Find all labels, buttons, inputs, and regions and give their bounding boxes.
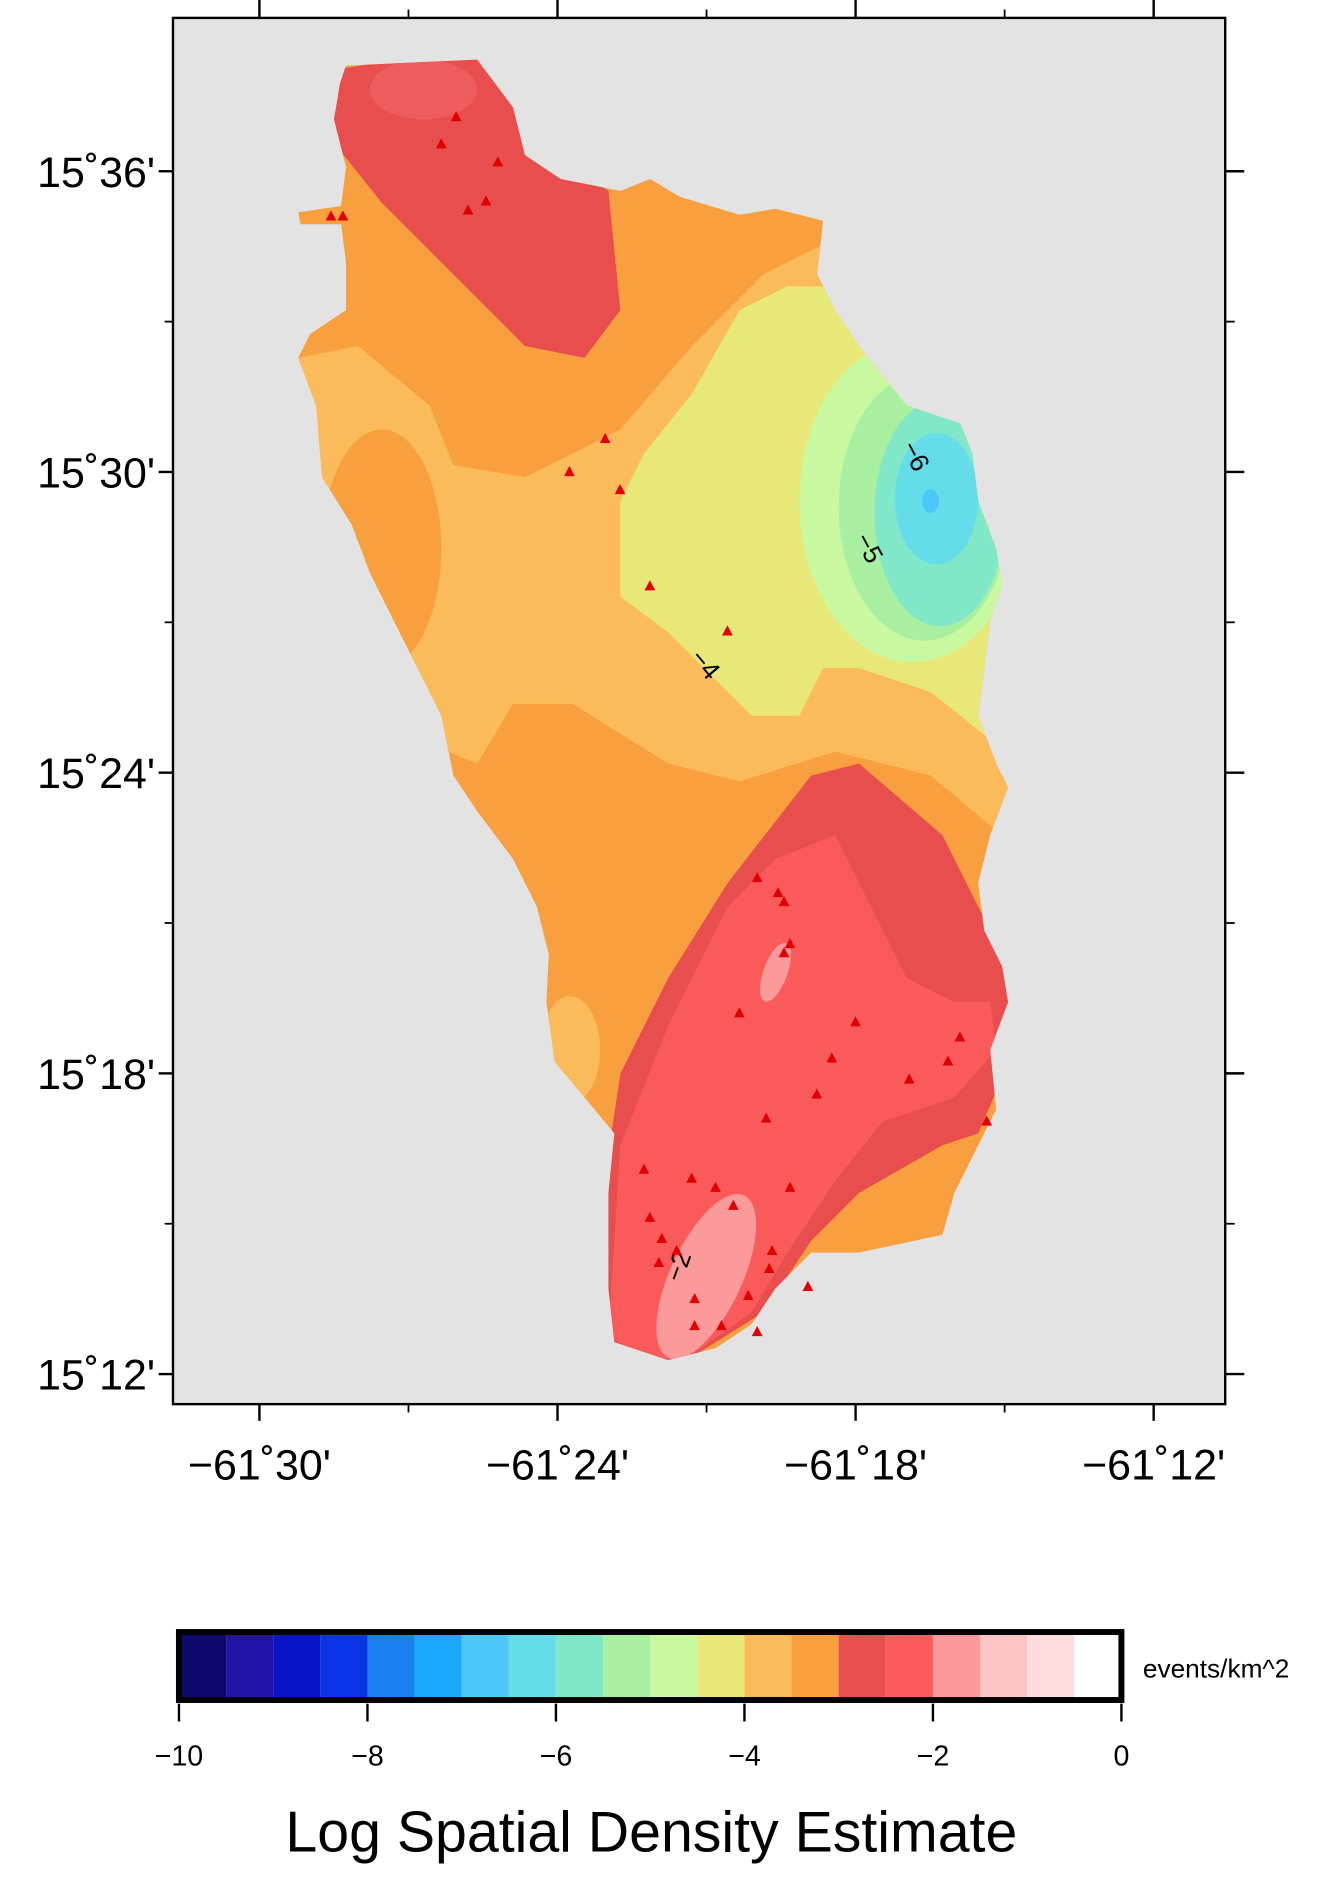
event-marker [778,896,790,907]
colorbar-bin [838,1632,886,1701]
event-marker [826,1052,838,1063]
colorbar-bin [508,1632,556,1701]
x-tick-label: −61˚18' [784,1441,927,1489]
colorbar-bin [1074,1632,1122,1701]
event-marker [733,1007,745,1018]
event-marker [763,1262,775,1274]
event-marker [751,1326,763,1337]
colorbar-bin [178,1632,227,1701]
event-marker [760,1112,772,1123]
event-marker [435,138,447,149]
y-tick-label: 15˚24' [37,750,155,798]
colorbar-bin [744,1632,792,1701]
colorbar-frame [175,1629,1125,1703]
colorbar-bin [1027,1632,1075,1701]
colorbar-bin [885,1632,933,1701]
event-marker [742,1289,754,1301]
colorbar-bin [414,1632,462,1701]
event-marker [850,1016,861,1027]
y-tick-label: 15˚12' [37,1352,155,1400]
density-band [656,1194,757,1359]
x-tick-label: −61˚30' [188,1441,331,1489]
event-marker [614,484,626,495]
colorbar-bin [555,1632,604,1701]
x-tick-label: −61˚12' [1082,1441,1225,1489]
event-marker [325,210,337,221]
map-frame [171,16,1227,1406]
colorbar-bin [697,1632,745,1701]
y-tick-label: 15˚18' [37,1051,155,1099]
colorbar-bin [650,1632,698,1701]
event-marker [784,938,796,949]
colorbar-bin [603,1632,651,1701]
event-marker [450,111,462,122]
colorbar-tick-label: −8 [351,1741,384,1773]
event-marker [722,625,733,636]
colorbar-title: Log Spatial Density Estimate [285,1801,1017,1865]
event-marker [337,210,349,221]
event-marker [716,1320,727,1331]
colorbar-bin [461,1632,509,1701]
event-marker [710,1181,721,1192]
event-marker [492,156,504,167]
event-marker [644,580,656,591]
event-marker [564,465,575,477]
density-band [369,59,478,120]
event-marker [981,1115,993,1126]
event-marker [671,1244,683,1255]
event-marker [903,1073,915,1084]
event-marker [653,1256,665,1267]
event-marker [689,1292,700,1304]
colorbar-bin [226,1632,274,1701]
event-marker [954,1031,966,1042]
event-marker [811,1088,823,1099]
y-tick-label: 15˚36' [37,149,155,197]
event-marker [644,1211,656,1222]
event-marker [766,1244,778,1255]
colorbar-bin [320,1632,368,1701]
colorbar-bin [980,1632,1028,1701]
event-marker [772,886,784,898]
event-marker [462,204,474,215]
y-tick-label: 15˚30' [37,449,155,497]
colorbar-unit: events/km^2 [1143,1653,1289,1683]
event-marker [689,1320,700,1331]
colorbar-tick-label: −10 [155,1741,204,1773]
colorbar-tick-label: −2 [917,1741,950,1773]
event-marker [802,1280,814,1292]
x-tick-label: −61˚24' [486,1441,629,1489]
event-marker [942,1055,954,1066]
colorbar-tick-label: −4 [728,1741,761,1773]
event-marker [728,1199,739,1210]
colorbar-bin [273,1632,321,1701]
density-band [922,489,939,513]
density-band [322,59,621,358]
event-marker [784,1181,796,1192]
colorbar-tick-label: −6 [540,1741,573,1773]
colorbar-bin [932,1632,981,1701]
event-marker [480,195,492,206]
event-marker [751,871,763,883]
density-band [760,942,791,1002]
colorbar-bin [367,1632,415,1701]
colorbar-bin [791,1632,839,1701]
event-marker [656,1232,668,1243]
event-marker [599,432,611,444]
event-marker [638,1163,650,1174]
event-marker [778,947,790,958]
event-marker [686,1172,698,1183]
colorbar-tick-label: 0 [1113,1741,1129,1773]
